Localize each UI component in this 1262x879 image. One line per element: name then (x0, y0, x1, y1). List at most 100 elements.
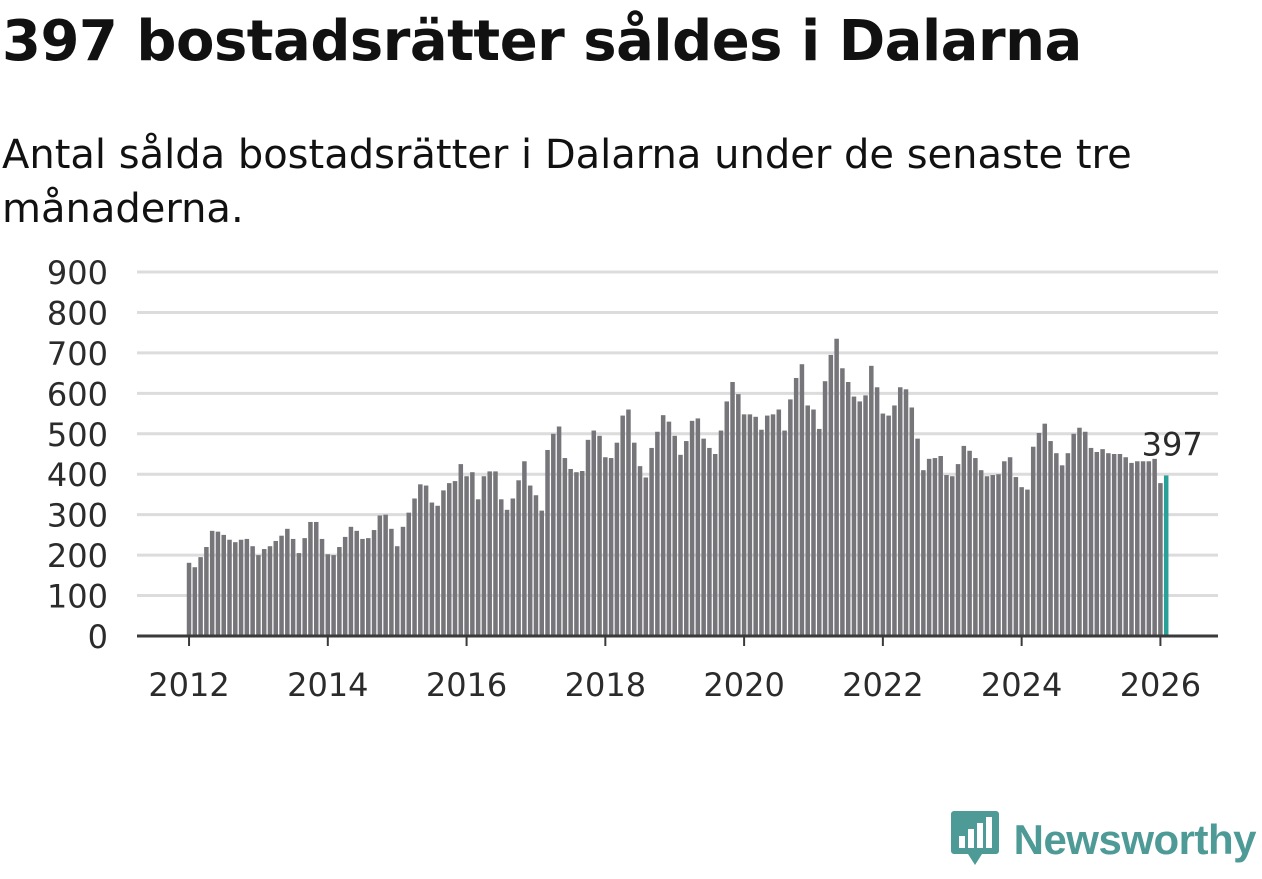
bar (1082, 431, 1088, 636)
bar (313, 521, 319, 636)
bar (926, 458, 932, 636)
bar (227, 539, 232, 636)
bar (1158, 483, 1163, 636)
bar (562, 458, 568, 636)
bar (597, 435, 602, 636)
bar (955, 464, 961, 636)
x-tick-label: 2020 (703, 666, 784, 704)
bar (389, 528, 394, 636)
bar (724, 401, 730, 636)
bar (1071, 433, 1076, 636)
bar (736, 394, 741, 636)
bar (978, 470, 984, 636)
bar (418, 484, 423, 636)
newsworthy-brand[interactable]: Newsworthy (950, 809, 1257, 871)
bar (412, 498, 417, 636)
bar (1025, 489, 1030, 636)
bar (1100, 449, 1105, 636)
y-tick-label: 900 (47, 254, 108, 292)
bar (915, 438, 920, 636)
bar (452, 481, 458, 636)
bar (481, 476, 487, 636)
bar (1129, 462, 1134, 636)
bar (637, 466, 643, 636)
bar (250, 546, 255, 636)
y-tick-label: 600 (47, 375, 108, 413)
bar (244, 538, 250, 636)
y-tick-label: 0 (88, 618, 108, 656)
bar (689, 420, 695, 636)
bar (1048, 441, 1053, 636)
bar (701, 438, 706, 636)
bar (932, 458, 938, 636)
bar (308, 521, 313, 636)
bars (186, 338, 1169, 636)
bar-highlight (1163, 475, 1169, 636)
bar (811, 409, 816, 636)
bar (961, 445, 967, 636)
y-tick-label: 700 (47, 335, 108, 373)
bar (782, 430, 787, 636)
bar (1117, 454, 1123, 636)
bar (470, 472, 475, 636)
bar (296, 553, 302, 636)
bar (233, 542, 238, 636)
bar (608, 458, 614, 636)
bar (423, 485, 429, 636)
bar (603, 457, 608, 636)
bar (1123, 457, 1128, 636)
bar (805, 405, 810, 636)
x-tick-label: 2022 (842, 666, 923, 704)
bar (522, 461, 527, 636)
bar (984, 476, 990, 636)
bar (354, 530, 359, 636)
bar (1146, 461, 1152, 636)
bar (493, 471, 498, 636)
bar (261, 549, 267, 636)
bar (903, 389, 909, 636)
bar (1059, 465, 1065, 636)
bar (626, 409, 631, 636)
brand-name: Newsworthy (1013, 816, 1257, 863)
chart-title: 397 bostadsrätter såldes i Dalarna (2, 9, 1082, 74)
bar (348, 526, 354, 636)
bar (1094, 451, 1100, 636)
bar (1019, 487, 1024, 636)
bar (944, 475, 949, 636)
bar (695, 418, 701, 636)
bar (643, 477, 649, 636)
bar (770, 414, 776, 636)
bar (817, 428, 822, 636)
bar (342, 536, 348, 636)
bar (441, 490, 446, 636)
bar (273, 540, 279, 636)
bar (394, 546, 400, 636)
bar (325, 554, 331, 636)
bar (897, 387, 903, 636)
bar (1007, 457, 1013, 636)
y-tick-label: 800 (47, 294, 108, 332)
bar (400, 526, 406, 636)
bar (788, 399, 793, 636)
bar (730, 382, 735, 636)
bar (869, 365, 874, 636)
bar (851, 396, 857, 636)
bar (1106, 453, 1111, 636)
bar (660, 415, 666, 636)
bar (892, 405, 897, 636)
bar (1152, 458, 1157, 636)
bar (331, 555, 336, 636)
bar (504, 509, 510, 636)
bar (886, 415, 891, 636)
bar (499, 499, 504, 636)
y-tick-label: 100 (47, 578, 108, 616)
bar (186, 562, 192, 636)
chart-subtitle: Antal sålda bostadsrätter i Dalarna unde… (2, 132, 1132, 232)
bar (585, 439, 591, 636)
x-tick-label: 2026 (1120, 666, 1201, 704)
y-tick-label: 400 (47, 456, 108, 494)
bar (655, 431, 660, 636)
bar (256, 555, 261, 636)
bar (238, 539, 244, 636)
